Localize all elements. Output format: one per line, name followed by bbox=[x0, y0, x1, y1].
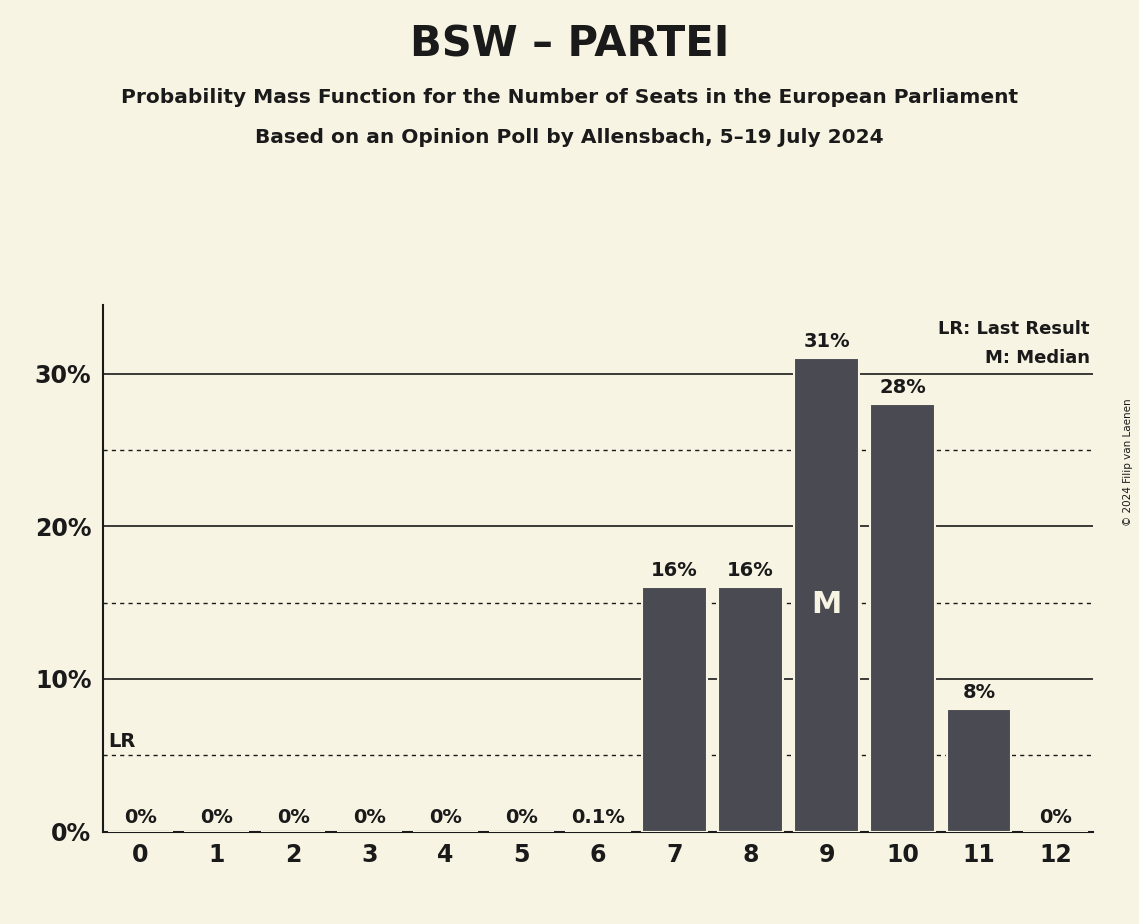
Text: 0%: 0% bbox=[506, 808, 539, 827]
Bar bbox=[947, 710, 1011, 832]
Text: 16%: 16% bbox=[727, 561, 773, 579]
Bar bbox=[870, 404, 935, 832]
Text: M: M bbox=[811, 590, 842, 619]
Text: LR: Last Result: LR: Last Result bbox=[939, 321, 1090, 338]
Text: 0.1%: 0.1% bbox=[571, 808, 625, 827]
Text: 0%: 0% bbox=[200, 808, 233, 827]
Text: BSW – PARTEI: BSW – PARTEI bbox=[410, 23, 729, 65]
Text: M: Median: M: Median bbox=[984, 349, 1090, 367]
Text: 28%: 28% bbox=[879, 378, 926, 396]
Text: LR: LR bbox=[108, 732, 136, 750]
Text: Probability Mass Function for the Number of Seats in the European Parliament: Probability Mass Function for the Number… bbox=[121, 88, 1018, 107]
Text: 0%: 0% bbox=[124, 808, 157, 827]
Text: 16%: 16% bbox=[650, 561, 697, 579]
Text: 0%: 0% bbox=[429, 808, 462, 827]
Bar bbox=[718, 588, 782, 832]
Text: 0%: 0% bbox=[1039, 808, 1072, 827]
Bar bbox=[794, 359, 859, 832]
Text: Based on an Opinion Poll by Allensbach, 5–19 July 2024: Based on an Opinion Poll by Allensbach, … bbox=[255, 128, 884, 147]
Bar bbox=[566, 830, 630, 832]
Text: 31%: 31% bbox=[803, 332, 850, 351]
Text: 0%: 0% bbox=[277, 808, 310, 827]
Bar bbox=[641, 588, 706, 832]
Text: 8%: 8% bbox=[962, 683, 995, 702]
Text: © 2024 Filip van Laenen: © 2024 Filip van Laenen bbox=[1123, 398, 1133, 526]
Text: 0%: 0% bbox=[353, 808, 386, 827]
